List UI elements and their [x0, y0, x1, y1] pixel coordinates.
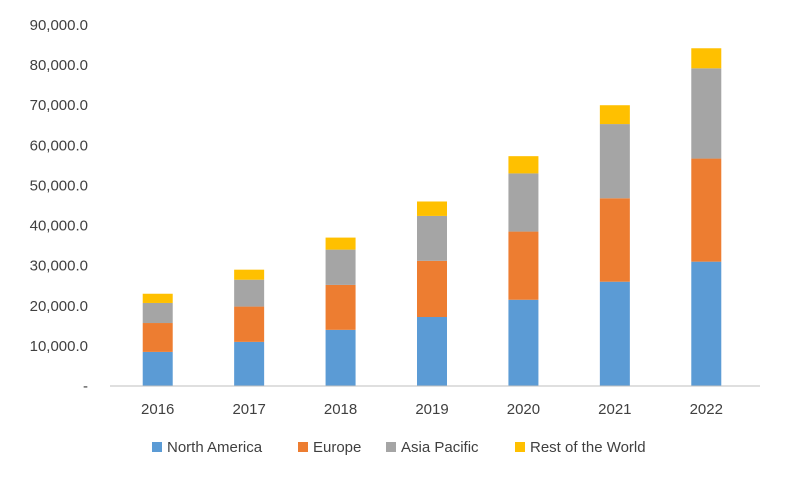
y-tick-label: 10,000.0 — [30, 338, 88, 355]
bar-segment-europe — [417, 260, 447, 318]
x-tick-label: 2018 — [324, 401, 357, 418]
bar-segment-asia-pacific — [325, 249, 356, 285]
bar-segment-europe — [691, 158, 722, 262]
x-tick-label: 2022 — [690, 401, 723, 418]
legend-swatch — [386, 442, 396, 452]
legend-label: Rest of the World — [530, 439, 646, 456]
y-tick-label: 80,000.0 — [30, 57, 88, 74]
bar-segment-rest-of-the-world — [325, 237, 356, 250]
bar-segment-asia-pacific — [691, 68, 722, 159]
bar-segment-europe — [234, 306, 265, 342]
y-tick-label: 90,000.0 — [30, 17, 88, 34]
bar-segment-europe — [325, 284, 356, 330]
y-tick-label: 20,000.0 — [30, 298, 88, 315]
x-tick-label: 2019 — [415, 401, 448, 418]
bar-segment-asia-pacific — [142, 302, 173, 324]
legend-label: Europe — [313, 439, 361, 456]
bar-segment-north-america — [691, 261, 722, 386]
bar-segment-north-america — [417, 317, 447, 386]
legend-label: Asia Pacific — [401, 439, 479, 456]
bar-segment-north-america — [325, 329, 356, 386]
x-tick-label: 2021 — [598, 401, 631, 418]
bars — [142, 48, 722, 386]
bar-segment-rest-of-the-world — [691, 48, 722, 69]
bar-segment-europe — [142, 323, 173, 352]
y-tick-label: 70,000.0 — [30, 97, 88, 114]
x-tick-label: 2016 — [141, 401, 174, 418]
y-tick-label: 60,000.0 — [30, 137, 88, 154]
bar-segment-rest-of-the-world — [599, 105, 630, 125]
y-tick-label: 40,000.0 — [30, 218, 88, 235]
bar-segment-europe — [599, 198, 630, 282]
bar-segment-north-america — [234, 341, 265, 386]
legend: North America Europe Asia Pacific Rest of t… — [152, 439, 646, 456]
legend-swatch — [515, 442, 525, 452]
bar-segment-asia-pacific — [417, 215, 447, 261]
bar-segment-rest-of-the-world — [142, 293, 173, 303]
y-tick-label: 50,000.0 — [30, 177, 88, 194]
legend-swatch — [298, 442, 308, 452]
legend-swatch — [152, 442, 162, 452]
bar-segment-asia-pacific — [508, 173, 539, 232]
bar-segment-north-america — [508, 299, 539, 386]
bar-segment-rest-of-the-world — [234, 269, 265, 280]
bar-segment-asia-pacific — [599, 124, 630, 199]
x-axis: 2016 2017 2018 2019 2020 2021 2022 — [141, 401, 723, 418]
bar-segment-north-america — [142, 351, 173, 386]
y-tick-label: - — [83, 378, 88, 395]
x-tick-label: 2017 — [232, 401, 265, 418]
bar-segment-north-america — [599, 281, 630, 386]
bar-segment-europe — [508, 231, 539, 300]
x-tick-label: 2020 — [507, 401, 540, 418]
legend-label: North America — [167, 439, 263, 456]
bar-segment-rest-of-the-world — [417, 201, 447, 216]
y-axis: - 10,000.0 20,000.0 30,000.0 40,000.0 50,000.… — [30, 17, 88, 395]
y-tick-label: 30,000.0 — [30, 258, 88, 275]
bar-segment-asia-pacific — [234, 279, 265, 307]
bar-segment-rest-of-the-world — [508, 156, 539, 174]
